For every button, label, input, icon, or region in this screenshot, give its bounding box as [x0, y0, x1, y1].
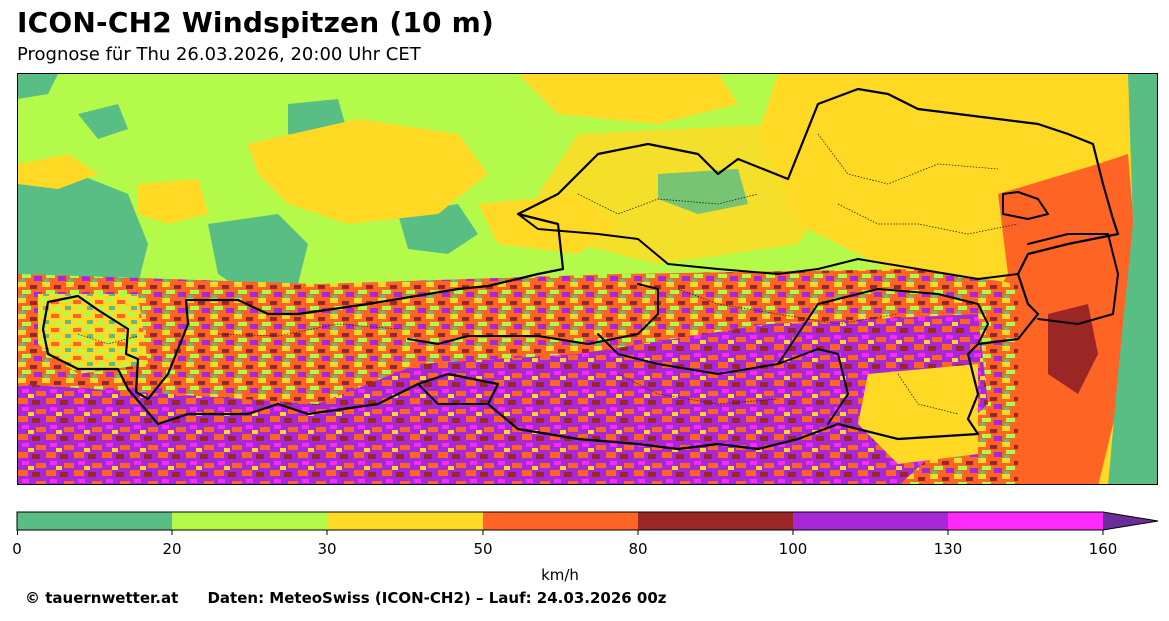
map-raster: [18, 74, 1157, 484]
chart-title: ICON-CH2 Windspitzen (10 m): [17, 6, 495, 39]
district-borders: [77, 133, 1019, 415]
copyright-text: © tauernwetter.at: [25, 589, 179, 607]
wind-gust-map: [17, 73, 1158, 485]
colorbar-graphic: [16, 511, 1159, 535]
country-border: [41, 87, 1120, 451]
forecast-time-subtitle: Prognose für Thu 26.03.2026, 20:00 Uhr C…: [17, 44, 421, 65]
colorbar: [16, 511, 1159, 535]
colorbar-unit-label: km/h: [541, 566, 579, 584]
colorbar-tick-0: 0: [12, 540, 22, 558]
colorbar-tick-130: 130: [933, 540, 963, 558]
data-source-text: Daten: MeteoSwiss (ICON-CH2) – Lauf: 24.…: [207, 589, 667, 607]
colorbar-tick-80: 80: [628, 540, 648, 558]
colorbar-tick-160: 160: [1088, 540, 1118, 558]
colorbar-tick-20: 20: [162, 540, 182, 558]
colorbar-tick-50: 50: [473, 540, 493, 558]
colorbar-tick-30: 30: [317, 540, 337, 558]
colorbar-tick-100: 100: [778, 540, 808, 558]
footer-credits: © tauernwetter.at Daten: MeteoSwiss (ICO…: [25, 589, 667, 607]
